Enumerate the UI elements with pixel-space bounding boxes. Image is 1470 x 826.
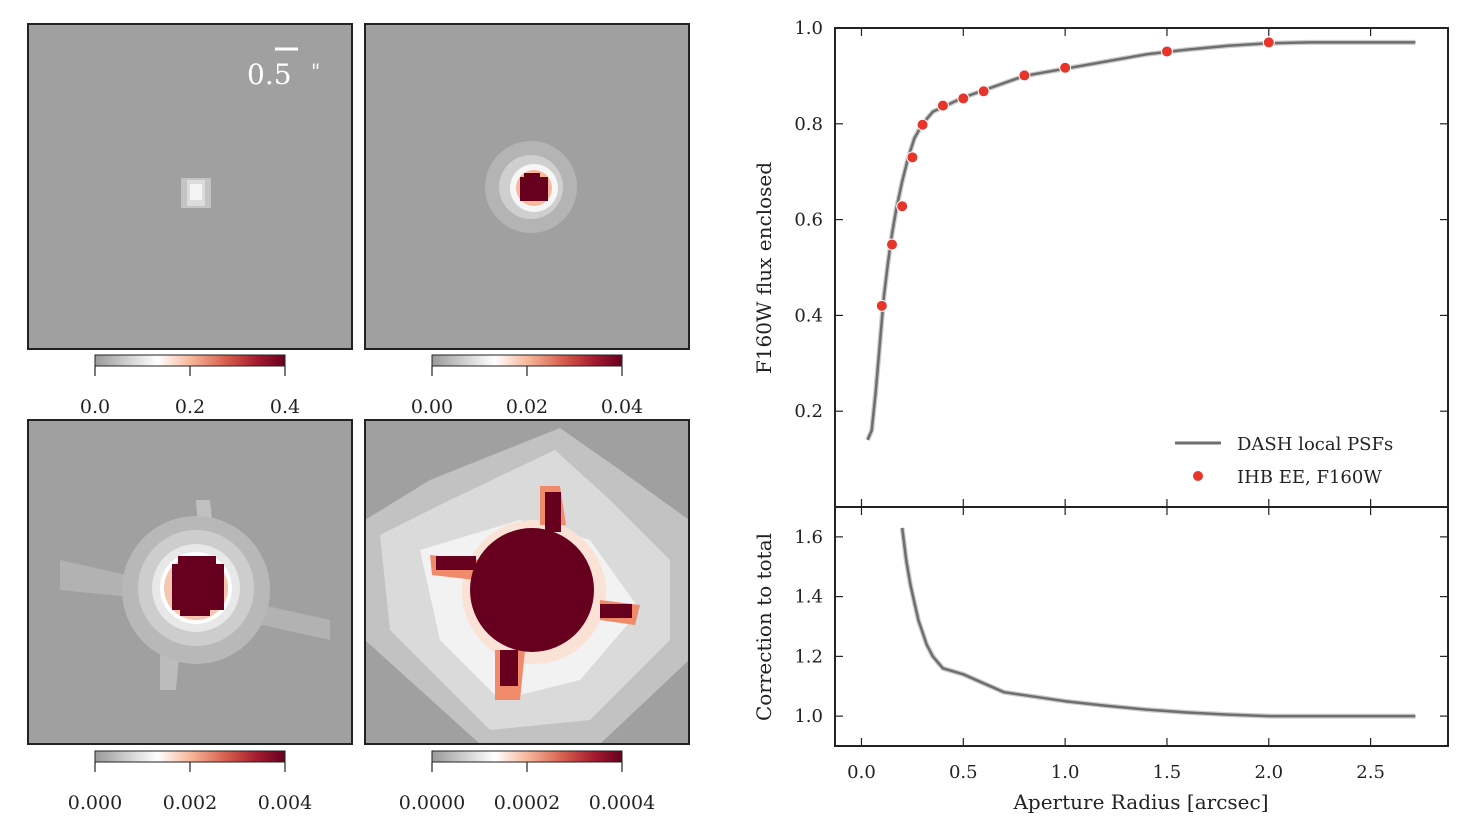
colorbar-3: 0.0000 0.0002 0.0004 [399,750,655,814]
colorbar-tick: 0.002 [163,792,217,814]
ee-ytick-label: 1.0 [794,18,823,39]
corr-xtick-label: 0.5 [949,762,978,783]
colorbar-gradient [94,750,286,763]
colorbar-2: 0.000 0.002 0.004 [68,750,312,814]
colorbar-tick: 0.00 [411,396,453,418]
corr-ticks: 1.0 1.2 1.4 1.6 0.0 0.5 1.0 1.5 2.0 2.5 [794,507,1448,783]
legend: DASH local PSFs IHB EE, F160W [1175,434,1393,488]
stamp-frame [27,23,353,350]
ihb-point [936,99,949,112]
legend-entry-dash: DASH local PSFs [1237,434,1393,455]
colorbar-tick: 0.004 [258,792,312,814]
corr-xtick-label: 1.0 [1051,762,1080,783]
psf-core [485,141,577,233]
colorbar-gradient [431,354,623,367]
stamp-frame [364,23,690,350]
colorbar-tick: 0.000 [68,792,122,814]
ihb-point [1059,61,1072,74]
ihb-point [1262,36,1275,49]
psf-stamp-stretch-2 [27,419,353,745]
psf-wings [365,428,689,744]
ee-ytick-label: 0.6 [794,210,823,231]
ihb-point [916,118,929,131]
scale-bar-label: 0.5 [247,58,292,91]
colorbar-tick: 0.02 [506,396,548,418]
ee-ytick-label: 0.4 [794,305,823,326]
dash-psf-envelope [865,39,1416,441]
stamp-frame [364,419,690,745]
correction-envelope [899,527,1416,719]
colorbar-tick: 0.0000 [399,792,465,814]
legend-entry-ihb: IHB EE, F160W [1237,467,1382,488]
corr-xtick-label: 2.0 [1254,762,1283,783]
colorbar-1: 0.00 0.02 0.04 [411,354,643,418]
corr-xtick-label: 0.0 [847,762,876,783]
colorbar-tick: 0.4 [270,396,300,418]
psf-wings [60,500,330,690]
ihb-point [906,151,919,164]
colorbar-gradient [431,750,623,763]
colorbar-0: 0.0 0.2 0.4 [80,354,300,418]
colorbar-tick: 0.2 [175,396,205,418]
corr-series [899,527,1416,719]
ihb-point [977,85,990,98]
colorbar-gradient [94,354,286,367]
ee-ytick-label: 0.8 [794,114,823,135]
ihb-point [1018,69,1031,82]
colorbar-tick: 0.0002 [494,792,560,814]
xlabel: Aperture Radius [arcsec] [1012,790,1268,814]
ee-ylabel: F160W flux enclosed [752,162,776,374]
corr-ytick-label: 1.6 [794,527,823,548]
corr-xtick-label: 2.5 [1356,762,1385,783]
ee-ytick-label: 0.2 [794,401,823,422]
corr-ylabel: Correction to total [752,533,776,721]
ee-series [865,36,1416,441]
corr-ytick-label: 1.2 [794,646,823,667]
correction-plot: 1.0 1.2 1.4 1.6 0.0 0.5 1.0 1.5 2.0 2.5 Correctio… [752,506,1449,814]
corr-frame [834,506,1449,747]
ihb-point [886,238,899,251]
colorbar-tick: 0.04 [601,396,643,418]
stamp-frame [27,419,353,745]
dash-psf-line [866,41,1416,441]
psf-core [181,178,211,208]
corr-xtick-label: 1.5 [1153,762,1182,783]
psf-stamp-stretch-1 [364,23,690,350]
ihb-point [896,200,909,213]
ee-ticks: 0.2 0.4 0.6 0.8 1.0 [794,18,1448,507]
ihb-point [1160,45,1173,58]
ihb-point [957,92,970,105]
legend-point-marker [1192,470,1204,482]
psf-stamp-stretch-3 [364,419,690,745]
scale-bar-unit: " [311,59,320,83]
correction-line [900,527,1416,718]
enclosed-energy-plot: 0.2 0.4 0.6 0.8 1.0 F160W flux enclosed DASH… [752,18,1449,508]
corr-ytick-label: 1.0 [794,706,823,727]
corr-ytick-label: 1.4 [794,587,823,608]
ihb-point [875,299,888,312]
colorbar-tick: 0.0 [80,396,110,418]
colorbar-tick: 0.0004 [589,792,655,814]
psf-stamp-linear: 0.5 " [27,23,353,350]
